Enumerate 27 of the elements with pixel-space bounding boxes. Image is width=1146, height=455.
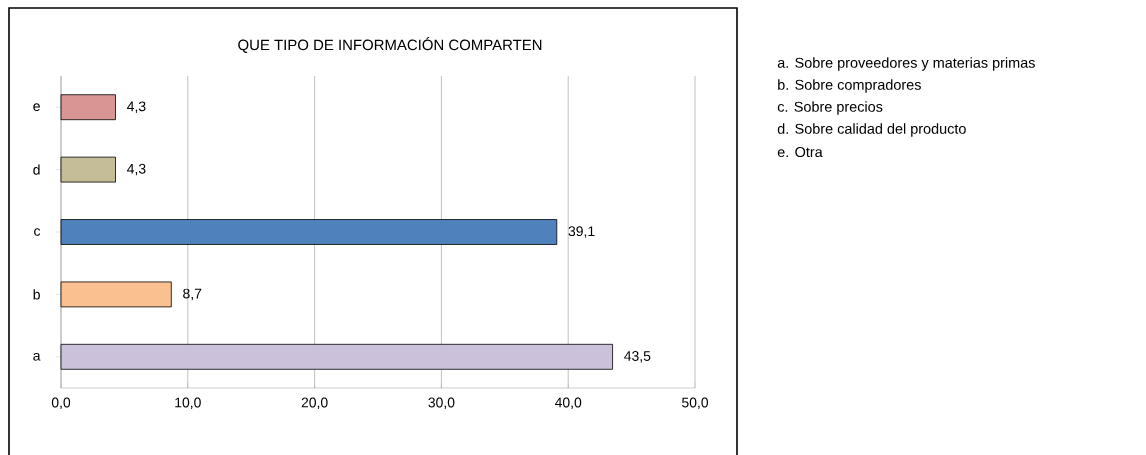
y-tick-label: e	[33, 103, 40, 112]
bar	[60, 219, 558, 245]
data-label: 4,3	[127, 163, 146, 176]
y-tick-label: b	[33, 289, 40, 300]
y-tick-label: a	[33, 352, 41, 361]
text: e. Otra	[777, 146, 823, 158]
text: b. Sobre compradores	[778, 79, 921, 93]
x-tick-label: 40,0	[554, 397, 582, 410]
text: c. Sobre precios	[777, 101, 883, 115]
data-label: 39,1	[568, 226, 595, 238]
bar	[60, 156, 116, 183]
bar	[60, 343, 613, 370]
bar	[60, 281, 172, 308]
y-tick-label: c	[34, 228, 41, 236]
x-tick-label: 0,0	[51, 397, 71, 410]
data-label: 8,7	[183, 288, 202, 301]
text: d. Sobre calidad del producto	[777, 123, 966, 137]
x-tick-label: 10,0	[175, 397, 201, 410]
x-tick-label: 30,0	[428, 397, 455, 410]
x-tick-label: 50,0	[682, 397, 709, 410]
bar	[60, 94, 116, 121]
y-tick-label: d	[33, 164, 40, 175]
x-tick-label: 20,0	[301, 397, 328, 410]
text: a. Sobre proveedores y materias primas	[777, 57, 1035, 71]
chart-title: QUE TIPO DE INFORMACIÓN COMPARTEN	[238, 37, 542, 53]
data-label: 43,5	[624, 351, 651, 363]
data-label: 4,3	[127, 101, 146, 113]
